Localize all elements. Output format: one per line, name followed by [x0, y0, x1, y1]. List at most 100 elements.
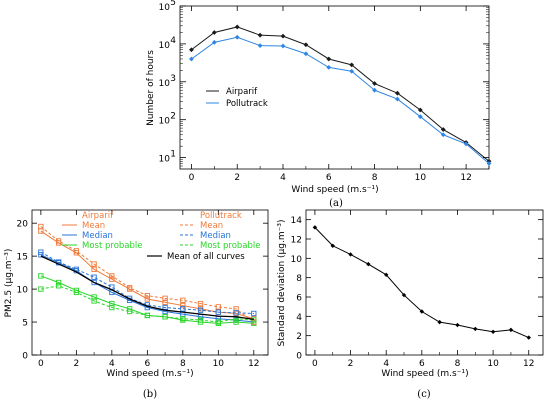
panel-a-point — [211, 39, 217, 45]
panel-c-ylabel: Standard deviation (µg.m⁻³) — [277, 220, 287, 347]
panel-b-point — [215, 304, 221, 310]
panel-a-point — [189, 56, 194, 62]
panel-c-point — [455, 322, 460, 328]
panel-b-point — [197, 307, 204, 313]
panel-c-xtick-label: 0 — [312, 359, 318, 369]
legend-b-airparif-mean: Mean — [82, 221, 105, 231]
panel-b-point — [91, 266, 97, 272]
panel-b-point — [73, 248, 80, 254]
panel-a-point — [257, 32, 263, 38]
panel-b-ytick-label: 5 — [22, 319, 28, 329]
panel-c-point — [401, 292, 407, 298]
legend-b-mean-all: Mean of all curves — [167, 252, 245, 262]
panel-a-xtick-label: 4 — [280, 173, 286, 183]
panel-a-series-line — [191, 36, 490, 164]
panel-c-xtick-label: 12 — [523, 359, 534, 369]
panel-c-ytick-label: 0 — [296, 352, 302, 362]
panel-a-point — [257, 43, 263, 49]
panel-b-point — [91, 274, 97, 280]
panel-c-point — [526, 335, 531, 340]
panel-b-xtick-label: 2 — [73, 359, 79, 369]
panel-a-ytick-exponent: 2 — [170, 112, 176, 122]
panel-a-point — [395, 90, 400, 96]
panel-a-point — [440, 132, 446, 138]
panel-b-series-line — [40, 255, 254, 321]
legend-a-airparif: Airparif — [226, 87, 258, 97]
panel-b-point — [38, 223, 44, 230]
panel-c-point — [348, 252, 353, 257]
panel-b-point — [126, 285, 133, 291]
panel-a-point — [417, 114, 423, 120]
panel-b-point — [251, 317, 257, 323]
panel-b-series-line — [40, 226, 255, 323]
panel-a-point — [326, 64, 332, 70]
panel-c-ytick-label: 14 — [291, 216, 303, 226]
panel-b-series-line — [40, 251, 254, 314]
panel-b-point — [55, 279, 62, 286]
panel-b-point — [38, 286, 44, 292]
panel-b-ylabel: PM2.5 (µg.m⁻³) — [4, 249, 14, 318]
panel-a-ytick-exponent: 5 — [170, 0, 176, 8]
panel-c-frame — [305, 209, 544, 356]
panel-a-point — [303, 51, 309, 57]
panel-b-series-line — [40, 285, 254, 323]
panel-a-series-line — [191, 26, 490, 162]
panel-a-xtick-label: 0 — [189, 173, 195, 183]
panel-b-xtick-label: 0 — [38, 359, 44, 369]
panel-b-frame — [31, 209, 269, 356]
panel-b-point — [55, 238, 62, 244]
panel-a-xtick-label: 8 — [372, 173, 378, 183]
panel-b-point — [180, 297, 186, 303]
panel-c-ytick-label: 4 — [296, 313, 302, 323]
panel-a-xlabel: Wind speed (m.s⁻¹) — [291, 185, 378, 195]
panel-a-ytick-label: 10 — [159, 3, 171, 13]
panel-a-ytick-label: 10 — [159, 155, 171, 165]
panel-b-point — [233, 310, 239, 316]
panel-b-xtick-label: 4 — [109, 359, 115, 369]
panel-c: 0 2 4 6 8 10 12 0 2 4 6 8 10 12 14 Standard deviation … — [277, 209, 544, 400]
panel-b-xlabel: Wind speed (m.s⁻¹) — [106, 369, 193, 379]
panel-c-ytick-label: 2 — [296, 332, 302, 342]
panel-a-point — [234, 34, 240, 40]
panel-a-point — [303, 42, 309, 48]
panel-a-caption: (a) — [329, 198, 343, 209]
panel-b-point — [55, 283, 62, 289]
panel-b-point — [91, 279, 97, 286]
panel-a-xtick-label: 2 — [234, 173, 240, 183]
panel-b-point — [126, 308, 133, 315]
panel-b: 0 2 4 6 8 10 12 0 5 10 15 20 PM2.5 (µg.m⁻³) Wind sp… — [4, 209, 269, 400]
panel-b-ytick-label: 20 — [17, 220, 29, 230]
panel-a-point — [395, 96, 400, 102]
panel-c-point — [366, 261, 371, 267]
panel-a-ytick-exponent: 3 — [170, 74, 176, 84]
panel-c-xtick-label: 8 — [455, 359, 461, 369]
panel-c-point — [383, 272, 389, 277]
panel-c-xtick-label: 6 — [419, 359, 425, 369]
panel-c-xlabel: Wind speed (m.s⁻¹) — [381, 369, 468, 379]
legend-b-airparif-median: Median — [82, 231, 113, 241]
panel-c-ytick-label: 8 — [296, 274, 302, 284]
panel-b-point — [215, 319, 221, 325]
panel-a-ytick-label: 10 — [159, 79, 171, 89]
panel-a-point — [349, 62, 355, 68]
panel-a-point — [234, 24, 240, 30]
panel-a-point — [486, 161, 492, 166]
panel-b-point — [197, 317, 204, 323]
panel-c-point — [473, 326, 478, 332]
panel-a-ytick-exponent: 4 — [170, 36, 176, 46]
legend-b-pollutrack-most-probable: Most probable — [200, 241, 261, 251]
panel-b-point — [144, 293, 150, 299]
panel-b-point — [180, 302, 186, 309]
legend-b-group-pollutrack: Pollutrack — [200, 211, 242, 221]
panel-c-series-line — [314, 227, 529, 339]
panel-b-point — [38, 249, 44, 255]
panel-b-point — [144, 312, 150, 319]
panel-a-ytick-label: 10 — [159, 41, 171, 51]
panel-b-point — [73, 289, 80, 296]
panel-b-point — [144, 296, 150, 302]
panel-c-point — [419, 309, 425, 314]
panel-a-point — [372, 81, 377, 86]
panel-c-point — [437, 319, 442, 325]
